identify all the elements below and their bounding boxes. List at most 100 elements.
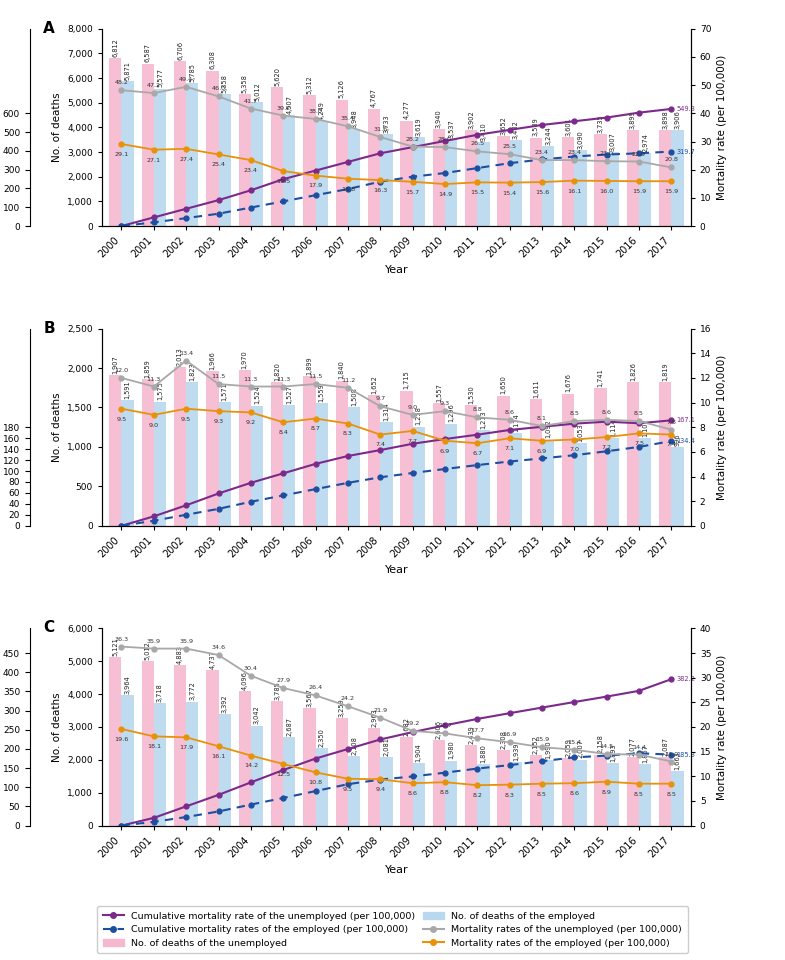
Text: 8.7: 8.7 <box>311 426 320 431</box>
Text: 8.4: 8.4 <box>278 430 288 435</box>
Text: 3,902: 3,902 <box>468 109 474 129</box>
Text: 8.3: 8.3 <box>505 793 515 798</box>
Bar <box>671 771 684 826</box>
Text: 16.1: 16.1 <box>567 188 582 194</box>
Text: 47.2: 47.2 <box>147 84 161 88</box>
Bar <box>498 136 509 226</box>
Text: 3,735: 3,735 <box>597 114 604 132</box>
Bar <box>122 695 133 826</box>
Text: 1,840: 1,840 <box>339 361 345 379</box>
Text: 16.8: 16.8 <box>341 186 355 192</box>
Bar <box>109 658 122 826</box>
Bar <box>530 755 542 826</box>
Text: 27.1: 27.1 <box>147 157 161 162</box>
Text: 4,767: 4,767 <box>371 88 377 108</box>
Text: 319.7: 319.7 <box>676 149 695 155</box>
Text: 5,012: 5,012 <box>144 640 151 660</box>
Text: 11.5: 11.5 <box>309 374 323 379</box>
Text: 28.2: 28.2 <box>406 136 419 142</box>
Text: 2,682: 2,682 <box>403 717 410 736</box>
Bar <box>303 708 316 826</box>
Text: 6.7: 6.7 <box>473 451 482 456</box>
Text: 20.8: 20.8 <box>664 157 678 162</box>
Text: 23.4: 23.4 <box>568 150 582 156</box>
Text: 1,114: 1,114 <box>610 419 616 437</box>
Bar <box>575 443 586 526</box>
Text: 9.3: 9.3 <box>440 401 450 406</box>
Text: 15.5: 15.5 <box>470 190 484 195</box>
Bar <box>271 382 283 526</box>
Text: 4,737: 4,737 <box>210 650 215 669</box>
Text: 8.9: 8.9 <box>601 790 612 795</box>
Bar <box>465 130 477 226</box>
Text: 3,948: 3,948 <box>351 108 357 128</box>
Text: 1,508: 1,508 <box>351 387 357 406</box>
Text: 15.4: 15.4 <box>502 190 517 196</box>
Text: 7.4: 7.4 <box>375 443 385 447</box>
Text: 17.9: 17.9 <box>309 183 323 188</box>
Bar <box>498 396 509 526</box>
Text: 2,087: 2,087 <box>663 737 668 756</box>
Bar <box>626 130 639 226</box>
Text: 3,090: 3,090 <box>578 130 583 149</box>
Text: 15.9: 15.9 <box>632 189 646 194</box>
Text: 27.9: 27.9 <box>276 678 290 684</box>
Bar <box>542 146 554 226</box>
Text: 12.5: 12.5 <box>276 772 290 777</box>
Text: 4,249: 4,249 <box>319 101 325 120</box>
Bar <box>348 129 360 226</box>
Text: 5,012: 5,012 <box>254 83 260 102</box>
Text: 5,121: 5,121 <box>112 637 119 656</box>
Bar <box>509 762 522 826</box>
Text: 1,676: 1,676 <box>565 373 571 393</box>
Text: 19.5: 19.5 <box>276 179 290 184</box>
Bar <box>239 691 251 826</box>
Text: 1,559: 1,559 <box>319 383 325 401</box>
Bar <box>154 88 166 226</box>
Bar <box>380 757 392 826</box>
Text: 15.6: 15.6 <box>535 190 550 195</box>
Text: 4,507: 4,507 <box>287 95 292 113</box>
Text: 2,606: 2,606 <box>436 720 442 739</box>
Text: 18.1: 18.1 <box>147 744 161 749</box>
Text: 1,524: 1,524 <box>254 386 260 404</box>
Text: 8.3: 8.3 <box>343 431 352 437</box>
Text: 3,718: 3,718 <box>157 684 163 702</box>
Bar <box>218 402 231 526</box>
Text: 1,939: 1,939 <box>513 742 519 760</box>
Text: 21.9: 21.9 <box>373 708 387 712</box>
Bar <box>271 701 283 826</box>
Bar <box>465 745 477 826</box>
Text: 41.7: 41.7 <box>244 99 258 104</box>
Text: 1,893: 1,893 <box>610 744 616 762</box>
Bar <box>239 94 251 226</box>
Bar <box>626 757 639 826</box>
Y-axis label: Mortality rate (per 100,000): Mortality rate (per 100,000) <box>717 55 727 200</box>
Bar <box>498 750 509 826</box>
Text: 19.2: 19.2 <box>406 721 420 726</box>
Bar <box>433 403 445 526</box>
Text: 7.4: 7.4 <box>666 443 677 447</box>
Bar <box>122 400 133 526</box>
Bar <box>251 405 263 526</box>
Text: 185.3: 185.3 <box>676 752 696 757</box>
Text: 7.7: 7.7 <box>407 439 418 444</box>
Text: 34.6: 34.6 <box>211 645 225 650</box>
Text: 9.7: 9.7 <box>375 396 385 401</box>
Bar <box>671 447 684 526</box>
Text: 1,591: 1,591 <box>125 380 130 399</box>
Bar <box>659 130 671 226</box>
Text: 15.4: 15.4 <box>568 740 582 745</box>
Bar <box>141 379 154 526</box>
Text: 4,883: 4,883 <box>177 645 183 664</box>
Text: 11.2: 11.2 <box>341 378 355 383</box>
Bar <box>239 371 251 526</box>
Text: 35.9: 35.9 <box>147 638 161 643</box>
Bar <box>445 423 457 526</box>
Text: 1,880: 1,880 <box>480 744 487 762</box>
Text: 35.4: 35.4 <box>341 116 355 121</box>
Text: 2,439: 2,439 <box>468 726 474 744</box>
Bar <box>218 94 231 226</box>
Text: 1,611: 1,611 <box>533 379 539 397</box>
Bar <box>251 103 263 226</box>
